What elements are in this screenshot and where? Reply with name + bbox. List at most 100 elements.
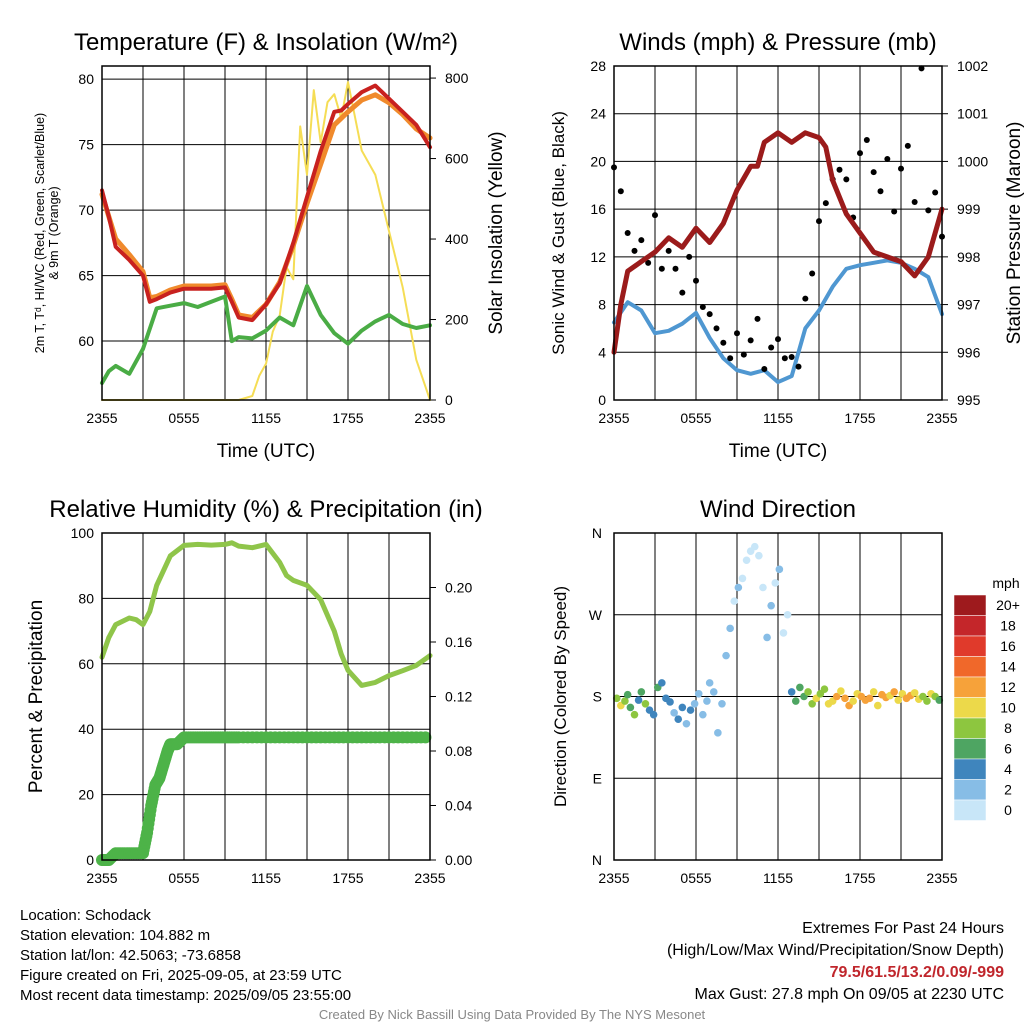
- plot-frame: [101, 65, 431, 401]
- x-tick-label: 1755: [332, 870, 363, 886]
- gust-point: [898, 165, 904, 172]
- y-right-tick-label: 0.16: [445, 634, 472, 650]
- direction-point: [869, 688, 878, 696]
- elevation-text: Station elevation: 104.882 m: [20, 927, 211, 944]
- x-tick-label: 0555: [168, 870, 199, 886]
- legend-label: 18: [1000, 618, 1016, 634]
- x-tick-label: 2355: [598, 870, 629, 886]
- direction-point: [865, 694, 874, 703]
- direction-point: [738, 574, 747, 583]
- direction-point: [612, 694, 621, 703]
- gust-point: [679, 289, 686, 296]
- gust-point: [761, 365, 768, 372]
- legend-label: 0: [1004, 802, 1012, 818]
- legend-swatch: [953, 676, 987, 698]
- y-right-tick-label: 0.20: [445, 580, 472, 596]
- extremes-title: Extremes For Past 24 Hours: [802, 920, 1004, 937]
- temperature-panel: 2355 0555 1155 1755 2355 Temperature (F) & In…: [33, 29, 507, 462]
- y-tick-label: 80: [78, 71, 94, 87]
- gust-point: [795, 363, 802, 370]
- y-tick-label: E: [593, 770, 602, 786]
- direction-point: [634, 696, 643, 704]
- direction-point: [674, 715, 683, 724]
- y-right-tick-label: 1002: [957, 58, 988, 74]
- legend-label: 4: [1004, 761, 1012, 777]
- direction-point: [658, 679, 666, 687]
- x-tick-label: 0555: [680, 870, 711, 886]
- legend-label: 2: [1004, 782, 1012, 798]
- extremes-values: 79.5/61.5/13.2/0.09/-999: [829, 964, 1004, 981]
- direction-point: [686, 706, 695, 714]
- gust-point: [822, 200, 829, 207]
- gust-point: [877, 188, 884, 195]
- y-tick-label: 40: [78, 721, 94, 737]
- y-tick-label: 12: [590, 249, 606, 265]
- legend-swatch: [953, 656, 987, 678]
- x-tick-label: 1155: [763, 870, 793, 886]
- y-right-tick-label: 0.12: [445, 689, 472, 705]
- x-tick-label: 2355: [926, 870, 957, 886]
- y-tick-label: 20: [590, 153, 606, 169]
- recent-text: Most recent data timestamp: 2025/09/05 2…: [20, 987, 352, 1004]
- gust-point: [802, 295, 809, 302]
- y-tick-label: 24: [590, 106, 606, 122]
- direction-point: [763, 633, 771, 642]
- direction-point: [841, 694, 849, 703]
- series-solar-line: [101, 81, 431, 401]
- y-tick-label: 70: [78, 202, 94, 218]
- y-right-tick-label: 995: [957, 392, 981, 408]
- y-axis-label: Direction (Colored By Speed): [551, 586, 570, 807]
- y-right-tick-label: 1001: [957, 106, 988, 122]
- gust-point: [631, 247, 638, 254]
- direction-point: [621, 697, 629, 705]
- direction-point: [804, 688, 812, 696]
- x-axis-label: Time (UTC): [729, 441, 828, 462]
- y-tick-label: 4: [598, 344, 606, 360]
- series-2m-temp-line: [100, 83, 432, 323]
- gust-point: [809, 270, 816, 277]
- legend-label: 16: [1000, 638, 1016, 654]
- gust-point: [863, 136, 870, 143]
- y-tick-label: W: [589, 607, 603, 623]
- direction-point: [787, 688, 796, 696]
- x-tick-label: 0555: [680, 410, 711, 426]
- direction-point: [690, 699, 699, 708]
- chart-title: Winds (mph) & Pressure (mb): [619, 29, 936, 56]
- y-tick-label: 75: [78, 137, 94, 153]
- direction-point: [626, 703, 635, 712]
- created-text: Figure created on Fri, 2025-09-05, at 23…: [20, 967, 342, 984]
- direction-point: [873, 701, 882, 710]
- series-wind-line: [612, 258, 944, 385]
- y-tick-label: N: [592, 852, 602, 868]
- legend-label: 8: [1004, 720, 1012, 736]
- direction-point: [682, 719, 691, 728]
- y-tick-label: 20: [78, 787, 94, 803]
- y-axis-label-line1: 2m T, Tᵈ, HI/WC (Red, Green, Scarlet/Blu…: [33, 113, 47, 353]
- direction-point: [730, 597, 739, 605]
- y-right-tick-label: 996: [957, 344, 981, 360]
- y-tick-label: 100: [71, 525, 95, 541]
- y-right-tick-label: 600: [445, 151, 469, 167]
- y-right-tick-label: 0.04: [445, 798, 472, 814]
- gust-point: [932, 189, 939, 196]
- x-tick-label: 2355: [414, 870, 445, 886]
- chart-title: Relative Humidity (%) & Precipitation (i…: [49, 496, 482, 523]
- direction-point: [791, 697, 800, 705]
- direction-point: [820, 685, 829, 694]
- legend-title: mph: [992, 575, 1019, 591]
- y-axis-label: Sonic Wind & Gust (Blue, Black): [549, 111, 568, 355]
- x-tick-label: 2355: [414, 410, 445, 426]
- gust-point: [720, 339, 727, 346]
- x-tick-label: 2355: [86, 410, 117, 426]
- y-right-tick-label: 999: [957, 201, 981, 217]
- direction-point: [775, 565, 784, 574]
- legend-label: 10: [1000, 700, 1016, 716]
- gust-point: [638, 237, 645, 244]
- x-tick-label: 2355: [86, 870, 117, 886]
- gust-point: [754, 315, 761, 322]
- direction-point: [703, 697, 711, 705]
- gust-point: [884, 156, 891, 163]
- legend-swatch: [953, 697, 987, 719]
- y-right-tick-label: 800: [445, 70, 469, 86]
